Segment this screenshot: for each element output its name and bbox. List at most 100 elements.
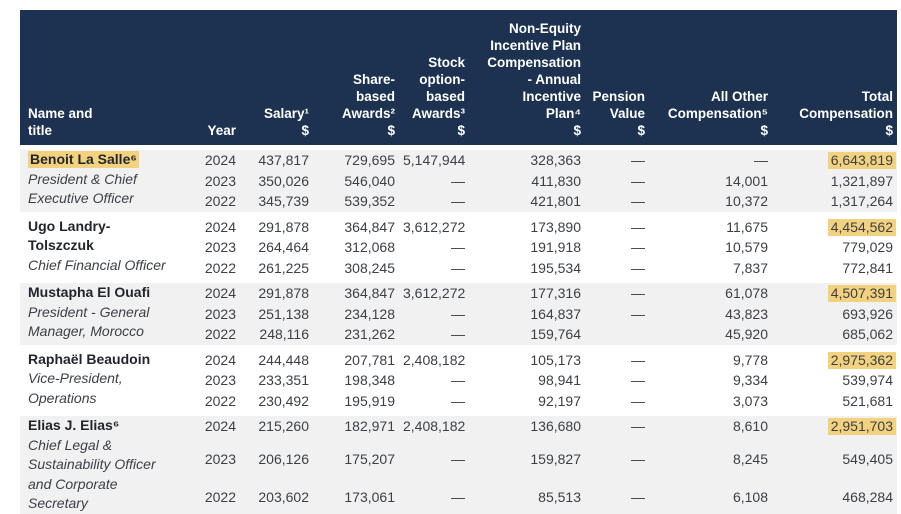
pension-cell: —	[631, 351, 645, 368]
salary-cell: 291,878	[258, 285, 309, 301]
table-header: Name and title Year Salary¹ $ Share- bas…	[20, 10, 897, 148]
option-cell: 5,147,944	[403, 152, 466, 168]
total-cell: 1,317,264	[830, 193, 893, 209]
header-name-title: Name and title	[20, 10, 183, 148]
total-cell: 4,507,391	[772, 281, 897, 304]
year-cell: 2024	[204, 351, 236, 368]
other-cell: 9,778	[732, 351, 768, 368]
year-cell: 2022	[204, 259, 236, 276]
year-cell: 2024	[204, 218, 236, 235]
total-cell: 539,974	[842, 372, 893, 388]
year-cell: 2023	[204, 239, 236, 255]
share-cell: 182,971	[344, 418, 395, 434]
executive-group: Mustapha El Ouafi President - General Man…	[20, 280, 897, 347]
executive-group: Ugo Landry-Tolszczuk Chief Financial Offi…	[20, 214, 897, 281]
compensation-row: 2023 251,138 234,128 — 164,837 — 43,823 693,926	[20, 304, 897, 325]
highlighted-total: 2,951,703	[827, 418, 896, 435]
option-cell: —	[451, 392, 465, 409]
highlighted-total: 4,507,391	[827, 285, 896, 302]
salary-cell: 215,260	[258, 418, 309, 434]
other-cell: 8,245	[732, 451, 768, 468]
compensation-row: Elias J. Elias⁶ Chief Legal & Sustainabil…	[20, 414, 897, 511]
pension-cell: —	[631, 392, 645, 409]
neip-cell: 411,830	[531, 172, 581, 189]
share-cell: 364,847	[344, 218, 395, 235]
header-all-other-compensation: All Other Compensation⁵ $	[649, 10, 772, 148]
summary-compensation-table: Name and title Year Salary¹ $ Share- bas…	[20, 10, 897, 514]
executive-title: Chief Financial Officer	[28, 256, 166, 273]
salary-cell: 203,602	[258, 489, 309, 506]
pension-cell	[585, 324, 649, 347]
highlighted-total: 4,454,562	[827, 218, 896, 236]
total-cell: 549,405	[842, 451, 893, 468]
other-cell: 43,823	[725, 305, 768, 322]
compensation-row: Benoit La Salle⁶ President & Chief Execut…	[20, 148, 897, 206]
share-cell: 198,348	[344, 372, 395, 388]
compensation-row: 2023 264,464 312,068 — 191,918 — 10,579 779,029	[20, 237, 897, 258]
other-cell: 10,579	[725, 239, 768, 255]
total-cell: 1,321,897	[830, 172, 893, 189]
share-cell: 175,207	[344, 451, 395, 468]
executive-name: Raphaël Beaudoin	[28, 350, 151, 367]
neip-cell: 164,837	[530, 305, 581, 322]
header-salary: Salary¹ $	[240, 10, 313, 148]
executive-name-title-cell: Ugo Landry-Tolszczuk Chief Financial Offi…	[20, 214, 183, 281]
year-cell: 2024	[204, 418, 236, 434]
salary-cell: 248,116	[259, 326, 309, 342]
neip-cell: 105,173	[530, 351, 581, 368]
year-cell: 2024	[204, 285, 236, 301]
executive-name: Elias J. Elias⁶	[28, 417, 120, 433]
salary-cell: 345,739	[258, 193, 309, 209]
year-cell: 2023	[204, 372, 236, 388]
neip-cell: 159,827	[530, 451, 581, 468]
compensation-row: 2022 345,739 539,352 — 421,801 — 10,372 1,317,2…	[20, 191, 897, 214]
share-cell: 207,781	[344, 351, 395, 368]
share-cell: 364,847	[344, 285, 395, 301]
option-cell: 3,612,272	[403, 285, 466, 301]
executive-group: Elias J. Elias⁶ Chief Legal & Sustainabil…	[20, 413, 897, 514]
option-cell: 3,612,272	[403, 218, 466, 235]
compensation-row: Raphaël Beaudoin Vice-President, Operatio…	[20, 347, 897, 406]
salary-cell: 251,138	[258, 305, 309, 322]
compensation-row: 2023 350,026 546,040 — 411,830 — 14,001 1,321,8…	[20, 171, 897, 192]
other-cell: 11,675	[726, 218, 768, 235]
neip-cell: 421,801	[530, 193, 581, 209]
year-cell: 2024	[204, 152, 236, 168]
executive-title: President & Chief Executive Officer	[28, 170, 137, 207]
option-cell: —	[451, 326, 465, 342]
other-cell: —	[754, 152, 768, 168]
executive-title: Chief Legal & Sustainability Officer and…	[28, 436, 156, 512]
share-cell: 231,262	[344, 326, 395, 342]
pension-cell: —	[631, 285, 645, 301]
neip-cell: 136,680	[530, 418, 581, 434]
other-cell: 10,372	[725, 193, 768, 209]
compensation-row: 2022 261,225 308,245 — 195,534 — 7,837 772,841	[20, 258, 897, 281]
year-cell: 2022	[204, 392, 236, 409]
share-cell: 195,919	[344, 392, 395, 409]
year-cell: 2023	[204, 172, 236, 189]
total-cell: 468,284	[842, 489, 893, 506]
pension-cell: —	[631, 152, 645, 168]
option-cell: —	[451, 259, 465, 276]
neip-cell: 328,363	[530, 152, 581, 168]
executive-title: President - General Manager, Morocco	[28, 303, 150, 340]
salary-cell: 206,126	[258, 451, 309, 468]
pension-cell: —	[631, 305, 645, 322]
option-cell: —	[451, 489, 465, 506]
pension-cell: —	[631, 451, 645, 468]
pension-cell: —	[631, 193, 645, 209]
salary-cell: 230,492	[258, 392, 309, 409]
share-cell: 729,695	[344, 152, 395, 168]
total-cell: 772,841	[842, 259, 893, 276]
salary-cell: 264,464	[258, 239, 309, 255]
option-cell: 2,408,182	[403, 418, 466, 434]
summary-compensation-table-wrap: Name and title Year Salary¹ $ Share- bas…	[20, 10, 897, 514]
pension-cell: —	[631, 218, 645, 235]
header-non-equity-incentive: Non-Equity Incentive Plan Compensation -…	[469, 10, 585, 148]
salary-cell: 233,351	[258, 372, 309, 388]
other-cell: 14,001	[725, 172, 768, 189]
share-cell: 539,352	[344, 193, 395, 209]
total-cell: 2,975,362	[772, 347, 897, 370]
neip-cell: 177,316	[530, 285, 581, 301]
year-cell: 2022	[204, 489, 236, 506]
